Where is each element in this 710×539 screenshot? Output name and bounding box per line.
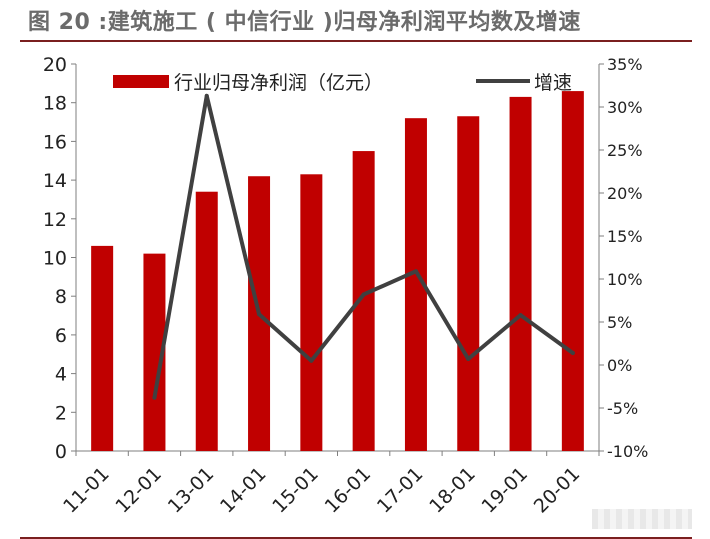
- x-tick-label: 20-01: [530, 463, 585, 518]
- left-tick-label: 20: [43, 54, 67, 76]
- legend: 行业归母净利润（亿元） 增速: [113, 72, 572, 94]
- left-tick-label: 0: [55, 441, 67, 463]
- growth-point: [570, 350, 575, 355]
- bar: [143, 253, 166, 451]
- left-tick-label: 4: [55, 364, 67, 386]
- x-tick-label: 19-01: [477, 463, 532, 518]
- legend-bar-swatch: [113, 75, 169, 88]
- bar: [404, 118, 427, 452]
- x-tick-label: 16-01: [321, 463, 376, 518]
- bar-series: [91, 91, 584, 452]
- right-tick-label: -5%: [607, 399, 638, 418]
- growth-point: [309, 358, 314, 363]
- legend-line-label: 增速: [534, 72, 572, 94]
- x-tick-label: 12-01: [111, 463, 166, 518]
- bar: [561, 91, 584, 451]
- x-tick-label: 11-01: [59, 463, 114, 518]
- growth-point: [466, 356, 471, 361]
- growth-point: [361, 292, 366, 297]
- left-tick-label: 6: [55, 325, 67, 347]
- right-tick-label: 0%: [607, 356, 632, 375]
- blurred-watermark: [592, 509, 692, 529]
- growth-point: [152, 395, 157, 400]
- growth-point: [204, 93, 209, 98]
- bar: [91, 245, 114, 451]
- x-tick-label: 17-01: [373, 463, 428, 518]
- left-tick-label: 12: [43, 209, 67, 231]
- right-tick-label: 5%: [607, 313, 632, 332]
- left-tick-label: 2: [55, 402, 67, 424]
- left-tick-label: 18: [43, 93, 67, 115]
- chart-title: 图 20 :建筑施工 ( 中信行业 )归母净利润平均数及增速: [28, 10, 581, 35]
- line-series: [152, 93, 575, 400]
- growth-point: [257, 312, 262, 317]
- left-tick-label: 14: [43, 170, 67, 192]
- bar: [457, 116, 480, 452]
- bar: [352, 151, 375, 451]
- right-tick-label: 20%: [607, 184, 643, 203]
- legend-bar-label: 行业归母净利润（亿元）: [174, 72, 383, 94]
- right-tick-label: 35%: [607, 55, 643, 74]
- bar: [300, 174, 323, 452]
- right-tick-label: -10%: [607, 442, 648, 461]
- bar: [195, 191, 218, 451]
- bar: [509, 96, 532, 452]
- x-tick-label: 14-01: [216, 463, 271, 518]
- x-tick-label: 18-01: [425, 463, 480, 518]
- right-tick-label: 15%: [607, 227, 643, 246]
- left-tick-label: 8: [55, 286, 67, 308]
- right-tick-label: 25%: [607, 141, 643, 160]
- x-tick-label: 13-01: [164, 463, 219, 518]
- growth-point: [413, 269, 418, 274]
- right-tick-label: 10%: [607, 270, 643, 289]
- bottom-rule: [20, 537, 692, 539]
- left-tick-label: 16: [43, 131, 67, 153]
- growth-point: [518, 313, 523, 318]
- left-tick-label: 10: [43, 248, 67, 270]
- title-rule: [20, 40, 692, 42]
- tick-labels: 0 2 4 6 8 10 12 14 16 18 20 -10% -5% 0% 5% 10% 15% 20% 25%…: [43, 54, 649, 518]
- x-tick-label: 15-01: [268, 463, 323, 518]
- right-tick-label: 30%: [607, 98, 643, 117]
